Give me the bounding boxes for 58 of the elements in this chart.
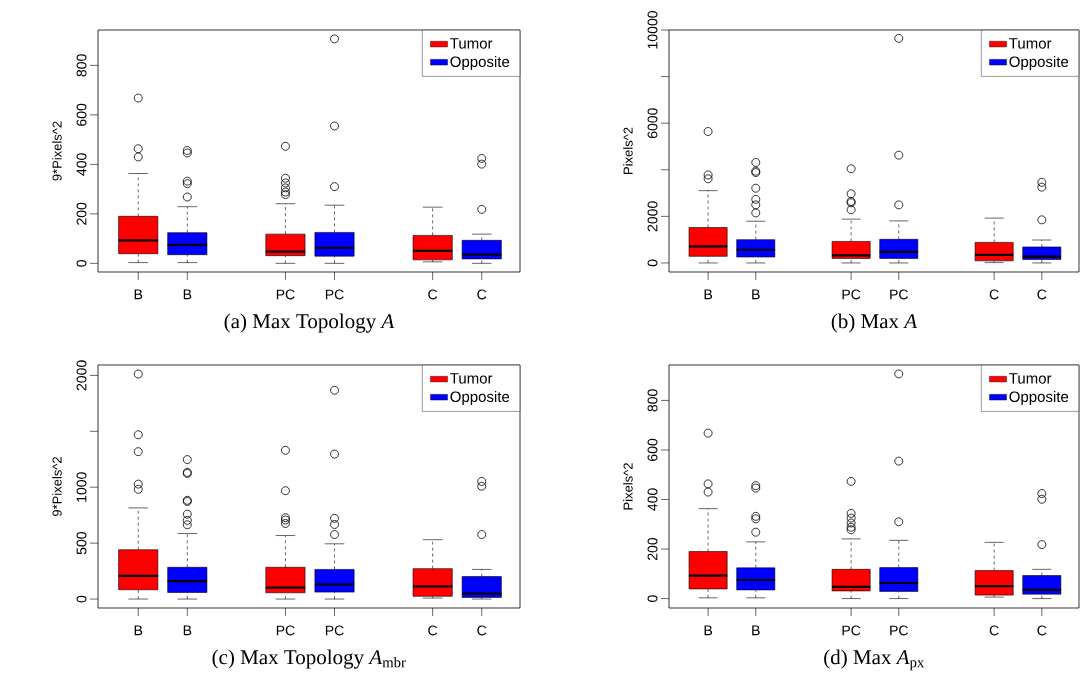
x-tick-label: C xyxy=(1037,625,1047,636)
legend-label: Opposite xyxy=(1009,391,1069,405)
x-tick-label: B xyxy=(752,625,760,636)
legend-label: Tumor xyxy=(1009,373,1052,384)
y-tick-label: 400 xyxy=(647,488,658,511)
y-tick-label: 400 xyxy=(76,153,87,176)
x-tick-label: B xyxy=(704,289,713,300)
y-axis-title: 9*Pixels^2 xyxy=(52,121,62,181)
y-tick-label: 600 xyxy=(76,103,87,126)
y-tick-label: 800 xyxy=(647,389,658,412)
text: (b) Max A xyxy=(831,313,918,333)
legend-label: Opposite xyxy=(1009,56,1069,70)
y-tick-label: 0 xyxy=(76,259,87,267)
legend-label: Tumor xyxy=(450,373,493,384)
legend-label: Tumor xyxy=(450,38,493,49)
x-tick-label: C xyxy=(989,289,999,300)
y-tick-label: 800 xyxy=(76,54,87,77)
x-tick-label: PC xyxy=(276,289,295,300)
y-tick-label: 200 xyxy=(647,537,658,561)
x-tick-label: C xyxy=(477,625,487,636)
y-tick-label: 0 xyxy=(647,595,658,602)
x-tick-label: C xyxy=(477,289,487,300)
x-tick-label: PC xyxy=(890,625,908,636)
y-axis-title: 9*Pixels^2 xyxy=(52,457,62,517)
y-tick-label: 0 xyxy=(76,595,87,603)
y-tick-label: 6000 xyxy=(647,108,658,139)
x-tick-label: B xyxy=(183,625,192,636)
x-tick-label: PC xyxy=(325,289,344,300)
legend-label: Opposite xyxy=(450,56,510,70)
text: (d) Max A$_{px}$ xyxy=(824,649,925,671)
x-tick-label: B xyxy=(183,289,192,300)
y-tick-label: 1000 xyxy=(76,472,87,502)
x-tick-label: C xyxy=(428,625,438,636)
x-tick-label: PC xyxy=(842,289,861,300)
text: (c) Max Topology A$_{mbr}$ xyxy=(212,649,406,669)
y-tick-label: 0 xyxy=(647,259,658,267)
y-tick-label: 2000 xyxy=(647,201,658,232)
x-tick-label: B xyxy=(134,625,143,636)
x-tick-label: PC xyxy=(842,625,861,636)
y-axis-title: Pixels^2 xyxy=(623,127,633,174)
x-tick-label: B xyxy=(134,289,143,300)
legend-label: Tumor xyxy=(1009,38,1052,49)
x-tick-label: PC xyxy=(890,289,908,300)
legend-label: Opposite xyxy=(450,391,510,405)
y-axis-title: Pixels^2 xyxy=(623,463,633,510)
x-tick-label: B xyxy=(704,625,713,636)
y-tick-label: 500 xyxy=(76,532,87,555)
x-tick-label: B xyxy=(752,289,760,300)
y-tick-label: 2000 xyxy=(76,360,87,391)
text: (a) Max Topology A xyxy=(224,313,395,333)
y-tick-label: 10000 xyxy=(647,11,658,49)
x-tick-label: PC xyxy=(276,625,295,636)
y-tick-label: 200 xyxy=(76,202,87,225)
y-tick-label: 600 xyxy=(647,438,658,461)
x-tick-label: C xyxy=(1037,289,1047,300)
x-tick-label: C xyxy=(428,289,438,300)
x-tick-label: C xyxy=(989,625,999,636)
x-tick-label: PC xyxy=(325,625,344,636)
